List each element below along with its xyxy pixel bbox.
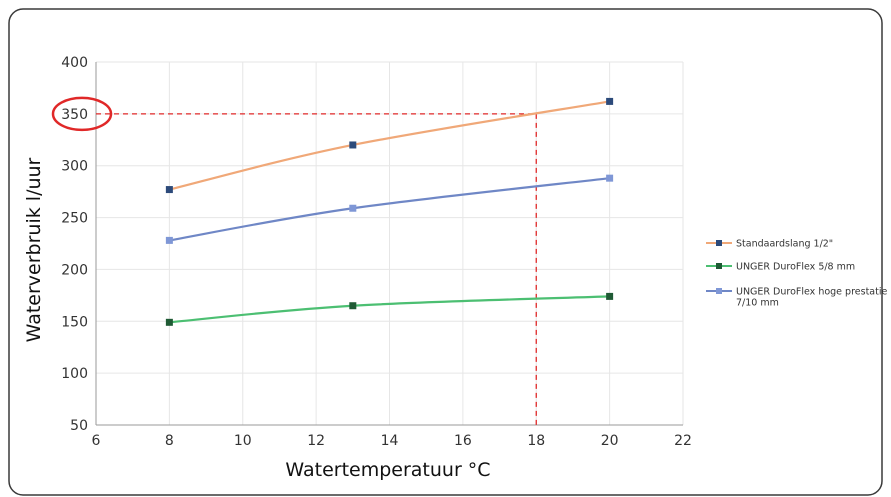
data-point-series-3 (606, 174, 614, 182)
data-point-series-3 (349, 204, 357, 212)
data-point-series-1 (349, 141, 357, 149)
series-group (165, 97, 614, 326)
chart-border (8, 8, 883, 496)
y-tick-label: 300 (61, 159, 88, 175)
grid-lines (95, 61, 684, 426)
y-tick-label: 100 (61, 366, 88, 382)
legend-swatch-marker-1 (716, 240, 722, 246)
y-tick-labels: 50 100 150 200 250 300 350 400 (61, 55, 88, 434)
data-point-series-2 (606, 292, 614, 300)
legend: Standaardslang 1/2" UNGER DuroFlex 5/8 mm… (706, 239, 887, 309)
x-tick-label: 6 (92, 433, 101, 449)
x-tick-label: 20 (601, 433, 619, 449)
legend-swatch-marker-2 (716, 263, 722, 269)
x-tick-label: 18 (527, 433, 545, 449)
x-tick-labels: 6 8 10 12 14 16 18 20 22 (92, 433, 692, 449)
y-tick-label: 350 (61, 107, 88, 123)
data-point-series-2 (165, 318, 173, 326)
data-point-series-1 (606, 97, 614, 105)
x-tick-label: 10 (234, 433, 252, 449)
data-point-series-2 (349, 302, 357, 310)
axes (95, 62, 683, 426)
y-tick-label: 400 (61, 55, 88, 71)
x-tick-label: 12 (307, 433, 325, 449)
series-line-2 (169, 295, 610, 324)
series-line-3 (169, 177, 610, 242)
x-tick-label: 16 (454, 433, 472, 449)
highlight-ellipse (51, 96, 113, 132)
data-point-series-1 (165, 186, 173, 194)
y-tick-label: 250 (61, 211, 88, 227)
legend-label-3: UNGER DuroFlex hoge prestatie 7/10 mm (736, 287, 887, 309)
y-tick-label: 50 (70, 418, 88, 434)
x-axis-label: Watertemperatuur °C (285, 459, 490, 481)
legend-label-2: UNGER DuroFlex 5/8 mm (736, 262, 855, 273)
x-tick-label: 14 (381, 433, 399, 449)
data-point-series-3 (165, 236, 173, 244)
x-tick-label: 22 (674, 433, 692, 449)
series-line-1 (169, 100, 610, 191)
y-tick-label: 150 (61, 314, 88, 330)
y-tick-label: 200 (61, 262, 88, 278)
y-axis-label: Waterverbruik l/uur (23, 157, 45, 342)
legend-swatch-marker-3 (716, 288, 722, 294)
x-tick-label: 8 (165, 433, 174, 449)
annotation-guides (51, 96, 537, 425)
legend-label-1: Standaardslang 1/2" (736, 239, 833, 250)
